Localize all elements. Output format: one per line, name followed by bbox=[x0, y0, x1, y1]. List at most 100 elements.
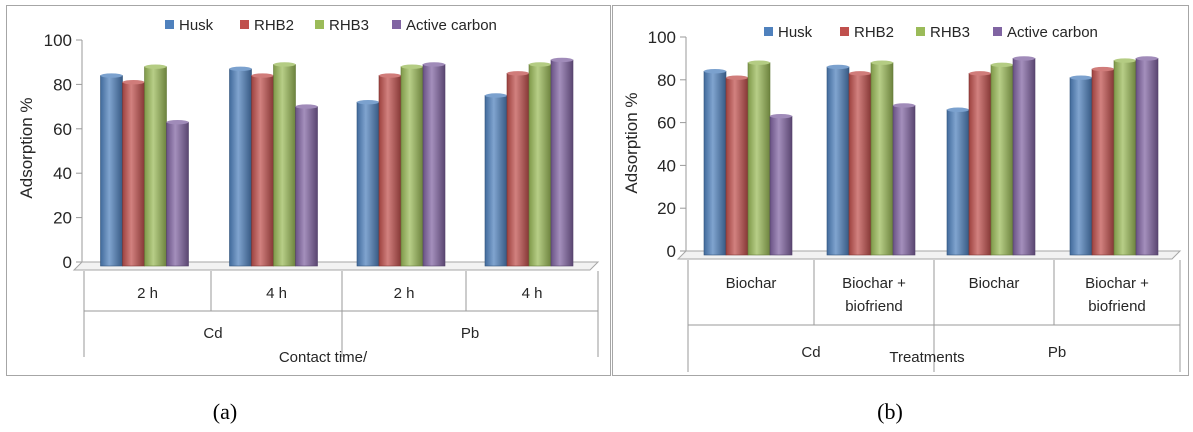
y-tick-label: 20 bbox=[53, 209, 72, 228]
y-tick-label: 20 bbox=[657, 199, 676, 218]
bar-top bbox=[770, 113, 792, 119]
legend-label: RHB3 bbox=[329, 17, 369, 34]
bar-active-carbon bbox=[769, 115, 793, 256]
bar-top bbox=[423, 62, 445, 67]
caption-a: (a) bbox=[213, 399, 237, 424]
bar-rhb2 bbox=[122, 81, 145, 267]
bar-active-carbon bbox=[1135, 58, 1159, 256]
group-label: Cd bbox=[203, 325, 222, 342]
category-label: 2 h bbox=[394, 285, 415, 302]
bar-top bbox=[401, 64, 423, 69]
bar-top bbox=[229, 66, 252, 72]
bar-top bbox=[871, 60, 893, 65]
bar-active-carbon bbox=[892, 105, 916, 256]
category-label: biofriend bbox=[845, 298, 903, 315]
category-label: 4 h bbox=[266, 285, 287, 302]
bar-top bbox=[122, 79, 145, 85]
category-label: Biochar bbox=[726, 275, 777, 292]
y-tick-label: 60 bbox=[53, 120, 72, 139]
bar-top bbox=[1092, 66, 1114, 72]
group-label: Cd bbox=[801, 344, 820, 361]
legend-swatch bbox=[240, 20, 249, 29]
bar-top bbox=[273, 62, 296, 67]
bar-rhb2 bbox=[251, 75, 274, 267]
x-axis-label: Treatments bbox=[889, 349, 964, 366]
bar-rhb3 bbox=[144, 66, 167, 267]
y-tick-label: 80 bbox=[53, 75, 72, 94]
bar-husk bbox=[229, 68, 252, 267]
bar-top bbox=[529, 62, 551, 67]
bar-rhb2 bbox=[1091, 68, 1115, 256]
y-tick-label: 60 bbox=[657, 114, 676, 133]
legend-swatch bbox=[764, 27, 773, 36]
bar-top bbox=[485, 93, 507, 98]
bar-rhb3 bbox=[400, 66, 424, 267]
legend-label: Active carbon bbox=[1007, 24, 1098, 41]
bar-top bbox=[704, 69, 726, 74]
bar-rhb3 bbox=[1113, 60, 1137, 256]
bar-rhb3 bbox=[273, 64, 296, 267]
bar-husk bbox=[703, 70, 727, 256]
bar-rhb2 bbox=[968, 73, 992, 256]
bar-top bbox=[827, 64, 849, 70]
legend-swatch bbox=[315, 20, 324, 29]
bar-rhb3 bbox=[990, 64, 1014, 256]
bar-top bbox=[551, 57, 573, 63]
y-axis-label: Adsorption % bbox=[622, 92, 641, 193]
legend-label: RHB3 bbox=[930, 24, 970, 41]
bar-top bbox=[1114, 58, 1136, 63]
caption-b: (b) bbox=[877, 399, 903, 424]
bar-husk bbox=[356, 101, 380, 267]
y-tick-label: 0 bbox=[667, 242, 676, 261]
legend-swatch bbox=[840, 27, 849, 36]
bar-top bbox=[969, 71, 991, 76]
legend-label: Active carbon bbox=[406, 17, 497, 34]
bar-top bbox=[1013, 56, 1035, 61]
chart-a: 0 20 40 60 80 100 Adsorption % Husk RHB2 RHB3 Acti… bbox=[17, 17, 600, 366]
legend-swatch bbox=[916, 27, 925, 36]
bar-active-carbon bbox=[295, 106, 318, 267]
y-tick-label: 40 bbox=[657, 156, 676, 175]
bar-rhb2 bbox=[848, 73, 872, 256]
bar-top bbox=[991, 62, 1013, 68]
bar-rhb3 bbox=[528, 64, 552, 267]
bar-husk bbox=[100, 75, 123, 267]
y-tick-label: 80 bbox=[657, 71, 676, 90]
bar-top bbox=[947, 107, 969, 112]
y-tick-label: 0 bbox=[63, 253, 72, 272]
category-label: 2 h bbox=[137, 285, 158, 302]
bar-top bbox=[1070, 75, 1092, 80]
category-label: Biochar bbox=[969, 275, 1020, 292]
bar-active-carbon bbox=[550, 59, 574, 267]
legend-swatch bbox=[165, 20, 174, 29]
bar-husk bbox=[1069, 77, 1093, 256]
bar-husk bbox=[826, 66, 850, 256]
category-label: Biochar + bbox=[842, 275, 906, 292]
bar-top bbox=[849, 71, 871, 76]
bar-husk bbox=[484, 95, 508, 267]
legend-label: RHB2 bbox=[254, 17, 294, 34]
bar-top bbox=[357, 99, 379, 105]
bar-top bbox=[507, 71, 529, 76]
group-label: Pb bbox=[1048, 344, 1066, 361]
bar-top bbox=[893, 103, 915, 108]
y-tick-label: 40 bbox=[53, 164, 72, 183]
bar-top bbox=[166, 119, 189, 125]
bar-active-carbon bbox=[1012, 58, 1036, 256]
y-tick-label: 100 bbox=[44, 31, 72, 50]
bar-top bbox=[295, 104, 318, 109]
bar-top bbox=[251, 73, 274, 78]
bar-rhb3 bbox=[747, 62, 771, 256]
bar-rhb2 bbox=[506, 73, 530, 267]
category-label: biofriend bbox=[1088, 298, 1146, 315]
bar-husk bbox=[946, 109, 970, 256]
category-label: Biochar + bbox=[1085, 275, 1149, 292]
bar-rhb3 bbox=[870, 62, 894, 256]
bar-active-carbon bbox=[166, 121, 189, 267]
group-label: Pb bbox=[461, 325, 479, 342]
legend-label: Husk bbox=[179, 17, 214, 34]
bar-active-carbon bbox=[422, 64, 446, 267]
category-label: 4 h bbox=[522, 285, 543, 302]
legend-label: Husk bbox=[778, 24, 813, 41]
